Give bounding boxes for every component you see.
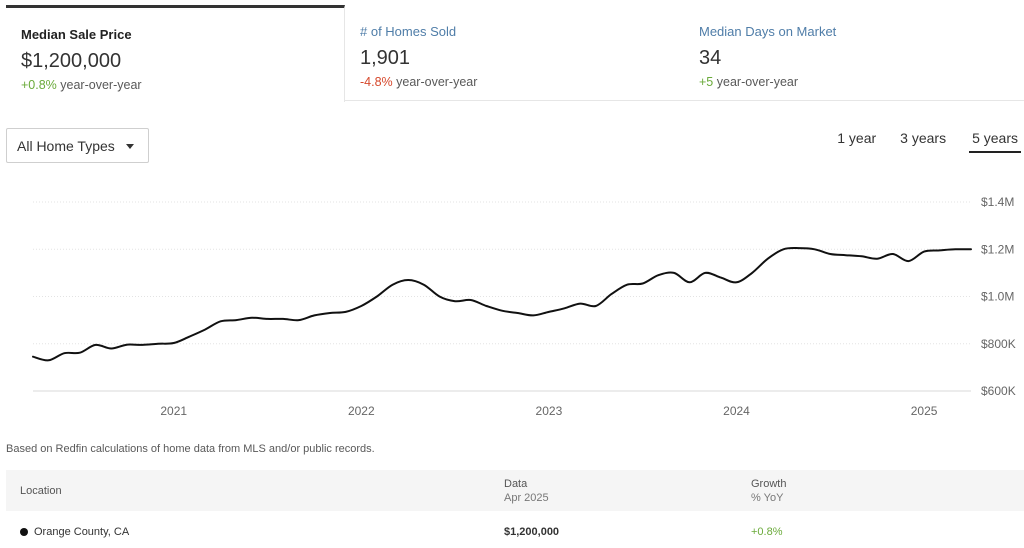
y-axis-ticks: $600K $800K $1.0M $1.2M $1.4M [981, 195, 1016, 398]
metric-tabs: Median Sale Price $1,200,000 +0.8% year-… [6, 5, 1024, 102]
range-selector: 1 year 3 years 5 years [814, 128, 1021, 153]
y-tick-label: $800K [981, 337, 1016, 351]
tab-title: Median Sale Price [21, 27, 132, 42]
location-name: Orange County, CA [34, 526, 130, 538]
data-source-footnote: Based on Redfin calculations of home dat… [6, 443, 375, 455]
row-location: Orange County, CA [20, 525, 129, 539]
caret-down-icon [126, 144, 134, 149]
change-suffix: year-over-year [396, 75, 478, 89]
home-type-dropdown[interactable]: All Home Types [6, 128, 149, 163]
x-tick-label: 2024 [723, 404, 750, 418]
header-growth-label: Growth [751, 478, 787, 490]
header-data-sub: Apr 2025 [504, 492, 549, 504]
header-data-label: Data [504, 478, 528, 490]
header-growth: Growth % YoY [751, 477, 786, 505]
tab-title: # of Homes Sold [360, 24, 457, 39]
tab-value: 1,901 [360, 47, 411, 69]
change-suffix: year-over-year [60, 78, 142, 92]
table-row: Orange County, CA $1,200,000 +0.8% [6, 511, 1024, 548]
header-growth-sub: % YoY [751, 492, 784, 504]
x-tick-label: 2025 [911, 404, 938, 418]
tab-value: $1,200,000 [21, 50, 122, 72]
y-tick-label: $600K [981, 384, 1016, 398]
range-1-year[interactable]: 1 year [837, 130, 877, 146]
y-tick-label: $1.4M [981, 195, 1014, 209]
x-tick-label: 2021 [160, 404, 187, 418]
y-tick-label: $1.0M [981, 290, 1014, 304]
series-dot-icon [20, 528, 28, 536]
series-line-median-sale-price [32, 247, 972, 362]
range-3-years[interactable]: 3 years [900, 130, 947, 146]
range-5-years[interactable]: 5 years [969, 128, 1021, 153]
row-growth: +0.8% [751, 526, 783, 538]
change-suffix: year-over-year [716, 75, 799, 89]
x-tick-label: 2022 [348, 404, 375, 418]
chart-grid [33, 201, 971, 392]
tab-change: +5 year-over-year [699, 73, 1024, 91]
tab-change: -4.8% year-over-year [360, 73, 684, 91]
home-type-selected: All Home Types [17, 137, 115, 154]
table-header: Location Data Apr 2025 Growth % YoY [6, 470, 1024, 511]
x-tick-label: 2023 [536, 404, 563, 418]
tab-homes-sold[interactable]: # of Homes Sold 1,901 -4.8% year-over-ye… [345, 5, 684, 101]
tab-title: Median Days on Market [699, 24, 837, 39]
location-table: Location Data Apr 2025 Growth % YoY Orange… [6, 470, 1024, 548]
change-amount: +5 [699, 75, 714, 89]
row-data: $1,200,000 [504, 526, 560, 538]
tab-change: +0.8% year-over-year [21, 76, 344, 94]
y-tick-label: $1.2M [981, 242, 1014, 256]
change-amount: -4.8% [360, 75, 393, 89]
tab-median-sale-price[interactable]: Median Sale Price $1,200,000 +0.8% year-… [6, 5, 345, 102]
header-location: Location [20, 485, 62, 497]
median-sale-price-chart: $600K$800K$1.0M$1.2M$1.4M 2021 2022 2023 20… [32, 195, 1016, 418]
change-amount: +0.8% [21, 78, 57, 92]
header-data: Data Apr 2025 [504, 477, 549, 505]
tab-median-days-on-market[interactable]: Median Days on Market 34 +5 year-over-ye… [684, 5, 1024, 101]
tab-value: 34 [699, 47, 722, 69]
x-axis-ticks: 2021 2022 2023 2024 2025 [160, 404, 937, 418]
